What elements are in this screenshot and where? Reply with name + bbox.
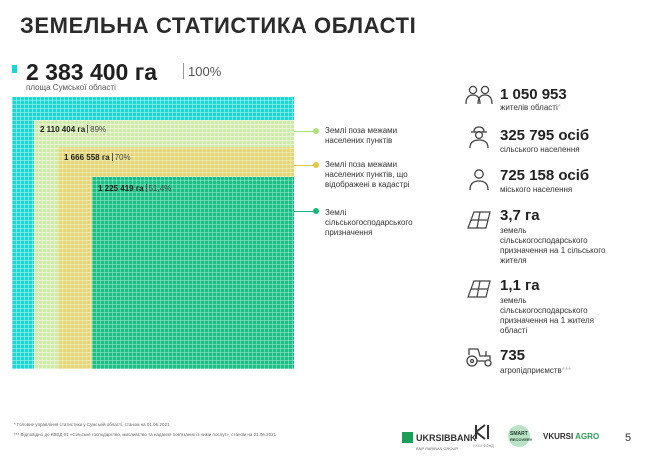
stat-rural-label: сільського населення <box>500 145 580 154</box>
footnote-3: *** Відповідно до КВЕД 01 «Сільське госп… <box>14 432 277 437</box>
area-label-outside-settlements: 2 110 404 га 89% <box>40 125 107 134</box>
farmer-icon <box>466 125 492 154</box>
legend-label-3: Землі сільськогосподарського призначення <box>325 208 413 237</box>
total-area-value: 2 383 400 га <box>26 59 158 85</box>
stat-urban-value: 725 158 осіб <box>500 167 590 184</box>
footnote-1: * Головне управління статистики у Сумськ… <box>14 422 170 427</box>
total-marker <box>12 65 17 73</box>
land-plot-icon <box>466 208 492 235</box>
stat-urban-label: міського населення <box>500 185 573 194</box>
stat-residents-label: жителів області* <box>500 103 561 112</box>
legend-label-1: Землі поза межами населених пунктів <box>325 126 398 145</box>
stat-land-per-resident-label: земель сільськогосподарського призначенн… <box>500 296 594 335</box>
stat-agro-enterprises-value: 735 <box>500 347 526 364</box>
legend-dot-1 <box>313 128 319 134</box>
smart-recovery-logo: SMART RECOVERY <box>508 425 532 447</box>
land-plot-icon <box>466 277 492 304</box>
stat-residents-value: 1 050 953 <box>500 86 567 103</box>
area-label-agricultural: 1 225 419 га 51,4% <box>98 184 172 193</box>
area-square-agricultural <box>92 177 294 369</box>
bank-emblem-icon <box>402 432 413 444</box>
fund-logo: ХХХХ ФОНД <box>473 424 494 448</box>
legend-connector-1 <box>294 131 314 132</box>
tractor-icon <box>464 346 494 373</box>
vkursi-agro-logo: VKURSI AGRO <box>543 432 600 441</box>
area-label-cadastre: 1 666 558 га 70% <box>64 153 131 162</box>
total-separator <box>183 63 184 79</box>
leaf-icon <box>508 425 530 447</box>
stat-land-per-rural-label: земель сільськогосподарського призначенн… <box>500 226 606 265</box>
people-icon <box>464 84 494 111</box>
total-area-label: площа Сумської області <box>26 83 116 92</box>
legend-connector-3 <box>294 211 314 212</box>
ukrsibbank-logo: UKRSIBBANK BNP PARIBAS GROUP <box>402 429 477 451</box>
stat-rural-value: 325 795 осіб <box>500 127 590 144</box>
legend-dot-2 <box>313 162 319 168</box>
stat-land-per-rural-value: 3,7 га <box>500 207 540 224</box>
stat-agro-enterprises-label: агропідприємств*** <box>500 366 572 375</box>
page-number: 5 <box>625 432 632 444</box>
person-icon <box>466 167 492 196</box>
legend-connector-2 <box>294 165 314 166</box>
legend-label-2: Землі поза межами населених пунктів, що … <box>325 160 410 189</box>
fund-emblem-icon <box>475 424 489 440</box>
total-area-percent: 100% <box>188 64 222 79</box>
legend-dot-3 <box>313 208 319 214</box>
stat-land-per-resident-value: 1,1 га <box>500 277 540 294</box>
page-title: ЗЕМЕЛЬНА СТАТИСТИКА ОБЛАСТІ <box>20 13 417 38</box>
